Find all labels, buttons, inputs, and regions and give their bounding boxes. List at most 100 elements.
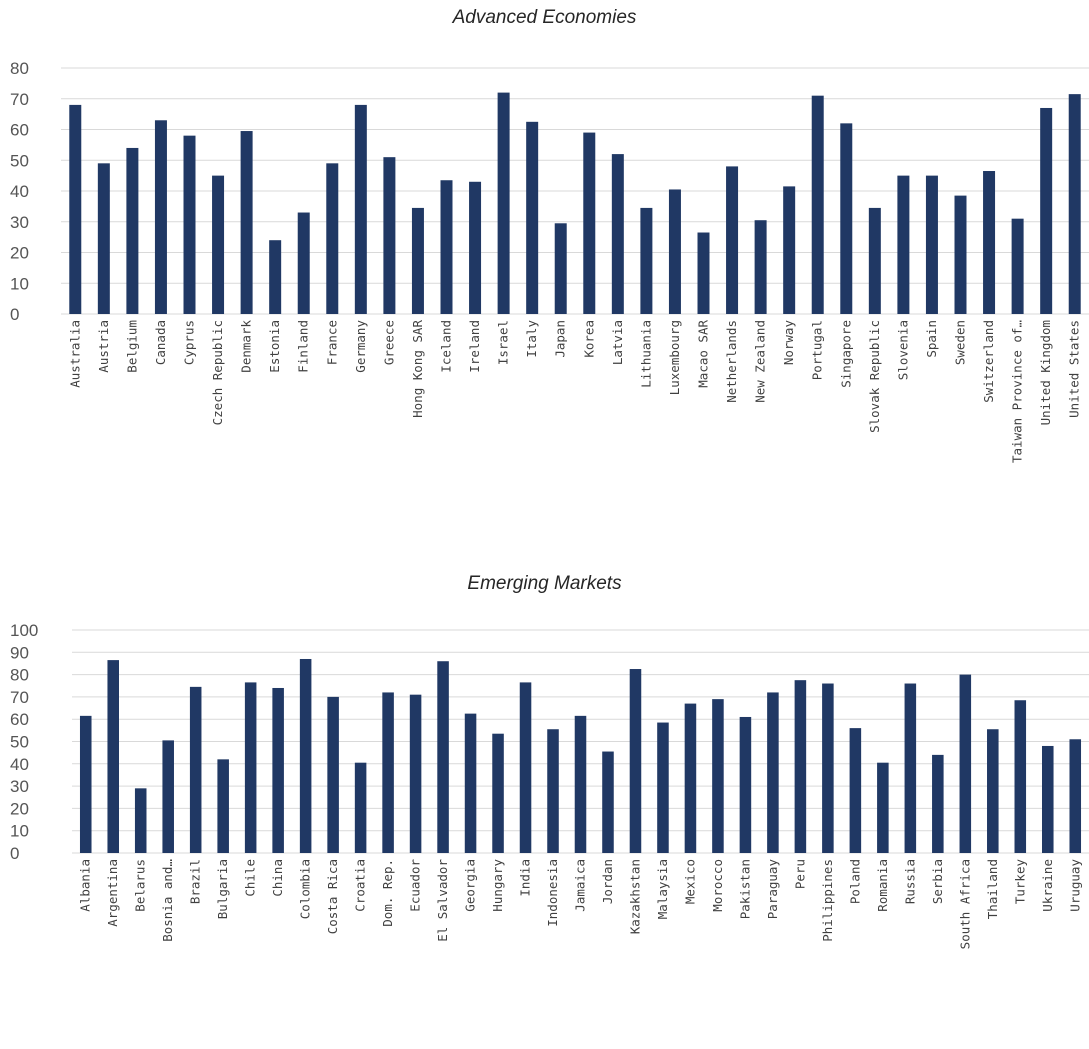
bar xyxy=(269,240,282,314)
x-category-label: Thailand xyxy=(985,859,1000,919)
bar xyxy=(189,686,202,853)
x-category-label: Japan xyxy=(553,320,568,358)
bar xyxy=(583,132,596,314)
x-category-label: Uruguay xyxy=(1067,859,1082,912)
y-tick-label: 40 xyxy=(10,755,29,774)
bar xyxy=(519,682,532,853)
bar xyxy=(240,131,253,314)
bar xyxy=(904,683,917,853)
y-tick-label: 70 xyxy=(10,90,29,109)
x-category-label: Macao SAR xyxy=(696,320,711,388)
bar xyxy=(877,762,889,853)
x-category-label: Italy xyxy=(524,320,539,358)
x-category-label: Estonia xyxy=(267,320,282,373)
bar xyxy=(712,699,724,853)
bar xyxy=(244,682,257,853)
x-category-label: Iceland xyxy=(439,320,454,373)
x-category-label: Hungary xyxy=(490,859,505,912)
x-category-label: Lithuania xyxy=(638,320,653,388)
y-tick-label: 50 xyxy=(10,733,29,752)
bar xyxy=(1069,739,1082,853)
bar xyxy=(126,147,139,314)
bar xyxy=(382,692,394,853)
x-category-label: China xyxy=(270,859,285,897)
bar xyxy=(107,660,120,853)
y-tick-label: 20 xyxy=(10,799,29,818)
x-category-label: Paraguay xyxy=(765,859,780,920)
bar xyxy=(1011,218,1024,314)
x-category-label: Poland xyxy=(847,859,862,904)
bar xyxy=(69,104,82,315)
y-tick-label: 30 xyxy=(10,213,29,232)
x-category-label: Bosnia and… xyxy=(160,859,175,942)
x-category-label: Malaysia xyxy=(655,859,670,919)
x-category-label: Russia xyxy=(902,859,917,904)
bar xyxy=(354,104,367,315)
bar xyxy=(1068,94,1081,314)
x-category-label: Brazil xyxy=(188,859,203,904)
x-category-label: Slovak Republic xyxy=(867,320,882,433)
y-tick-label: 20 xyxy=(10,244,29,263)
x-category-label: Belgium xyxy=(124,320,139,373)
x-category-label: Denmark xyxy=(239,320,254,373)
x-category-label: Peru xyxy=(792,859,807,889)
chart-title: Advanced Economies xyxy=(452,7,637,28)
x-category-label: Sweden xyxy=(953,320,968,365)
x-category-label: India xyxy=(518,859,533,897)
advanced-economies-plot: 0 10 20 30 40 50 60 70 80 Australia Austria Belgium… xyxy=(10,59,1089,463)
y-tick-label: 80 xyxy=(10,59,29,78)
bar xyxy=(574,715,587,853)
bar xyxy=(547,729,559,853)
x-category-label: Taiwan Province of… xyxy=(1010,320,1025,463)
y-tick-label: 100 xyxy=(10,621,38,640)
bar xyxy=(134,788,147,853)
y-tick-label: 10 xyxy=(10,822,29,841)
bar xyxy=(79,715,92,853)
bar xyxy=(1041,745,1054,853)
x-category-label: Israel xyxy=(496,320,511,365)
x-category-label: Albania xyxy=(78,859,93,912)
x-category-label: Pakistan xyxy=(737,859,752,919)
bar xyxy=(97,163,110,314)
bar xyxy=(411,207,424,314)
bar xyxy=(1014,700,1027,853)
x-category-label: Colombia xyxy=(298,859,313,919)
bar xyxy=(840,123,853,314)
x-category-label: Switzerland xyxy=(981,320,996,403)
bar xyxy=(754,220,767,314)
bar xyxy=(1040,107,1053,314)
bar xyxy=(437,661,449,853)
bar xyxy=(932,754,944,853)
x-category-label: Korea xyxy=(581,320,596,358)
y-tick-label: 70 xyxy=(10,688,29,707)
x-category-label: South Africa xyxy=(957,859,972,949)
bar xyxy=(726,166,739,314)
x-category-label: Turkey xyxy=(1012,859,1027,905)
y-tick-label: 60 xyxy=(10,710,29,729)
bar xyxy=(657,722,669,853)
bar xyxy=(354,762,367,853)
x-category-label: Netherlands xyxy=(724,320,739,403)
bar xyxy=(868,207,881,314)
x-category-label: Morocco xyxy=(710,859,725,912)
x-category-label: Ukraine xyxy=(1040,859,1055,912)
chart-title: Emerging Markets xyxy=(467,573,622,594)
bar xyxy=(297,212,310,314)
bar xyxy=(212,175,225,314)
x-category-label: Singapore xyxy=(838,320,853,388)
x-category-label: Finland xyxy=(296,320,311,373)
x-category-label: Argentina xyxy=(105,859,120,927)
x-category-label: New Zealand xyxy=(753,320,768,403)
bar xyxy=(183,135,196,314)
bar xyxy=(162,740,174,853)
emerging-markets-plot: 0 10 20 30 40 50 60 70 80 90 100 Albania Argentina Be… xyxy=(10,621,1089,949)
x-category-label: Dom. Rep. xyxy=(380,859,395,927)
x-category-label: Belarus xyxy=(133,859,148,912)
bar xyxy=(554,223,567,314)
bar xyxy=(217,759,229,853)
x-category-label: Norway xyxy=(781,320,796,366)
y-tick-label: 50 xyxy=(10,151,29,170)
bar xyxy=(822,683,834,853)
x-category-label: Chile xyxy=(243,859,258,897)
x-category-label: Costa Rica xyxy=(325,859,340,934)
